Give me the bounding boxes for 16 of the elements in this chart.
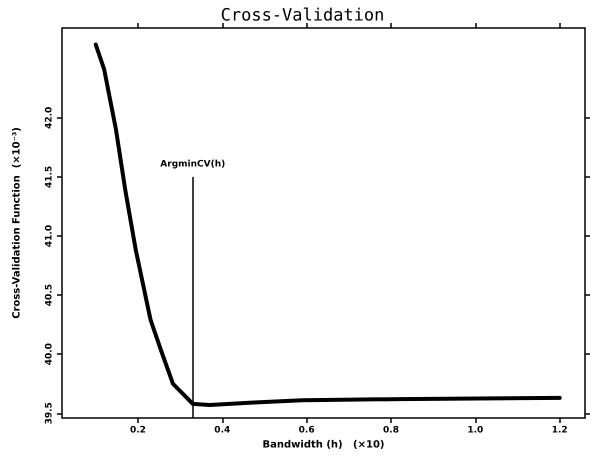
y-tick-label: 41.5 [44,166,54,188]
x-tick-label: 1.0 [467,426,484,436]
y-tick-label: 41.0 [44,224,54,248]
chart-title: Cross-Validation [220,6,384,26]
y-tick-label: 40.0 [44,343,54,366]
y-tick-label: 40.5 [44,284,54,306]
y-tick-label: 39.5 [44,402,54,424]
x-tick-label: 1.2 [552,426,568,436]
y-axis-title: Cross-Validation Function (×10⁻³) [12,127,22,319]
annotation: ArgminCV(h) [160,159,226,170]
x-tick-label: 0.6 [298,426,315,436]
y-tick-label: 42.0 [44,106,54,129]
x-axis-title: Bandwidth (h) (×10) [262,440,384,450]
x-tick-label: 0.4 [214,426,230,436]
x-tick-label: 0.2 [130,426,146,436]
x-tick-label: 0.8 [383,426,399,436]
